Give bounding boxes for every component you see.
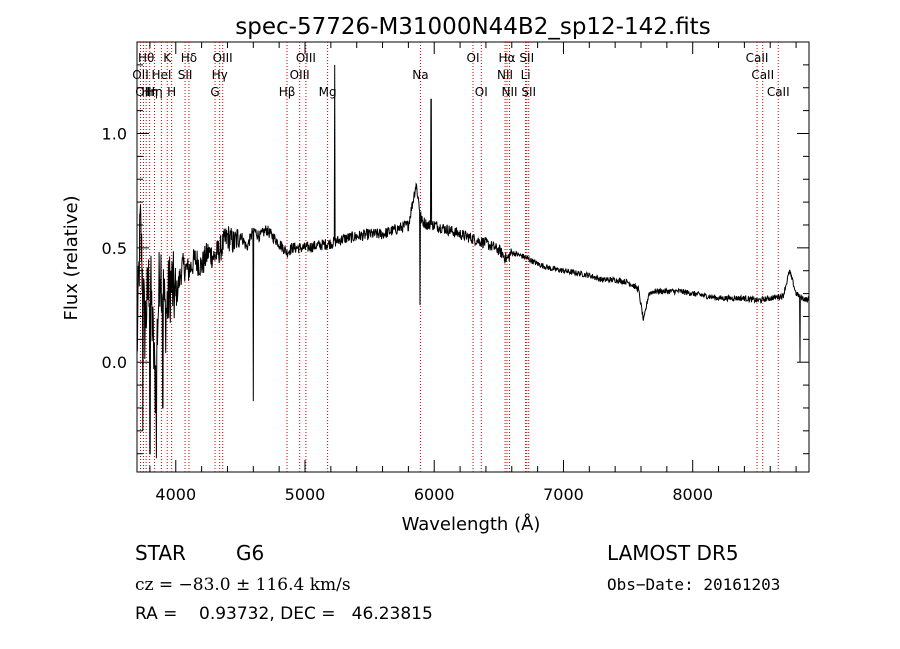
- line-label: NII: [502, 85, 518, 99]
- line-label: OIII: [290, 68, 310, 82]
- spectrum-line: [136, 64, 810, 459]
- line-markers: [139, 42, 779, 472]
- line-label: Hδ: [181, 51, 197, 65]
- line-label: SII: [521, 85, 536, 99]
- line-label: CaII: [746, 51, 769, 65]
- y-axis-label: Flux (relative): [61, 195, 82, 320]
- line-label: OIII: [213, 51, 233, 65]
- y-tick-label: 0.5: [102, 239, 127, 258]
- x-axis-ticks: 4000 5000 6000 7000 8000: [149, 42, 797, 504]
- line-label: OI: [467, 51, 480, 65]
- line-label: OII: [135, 85, 152, 99]
- line-label: G: [210, 85, 219, 99]
- line-label: NII: [497, 68, 513, 82]
- line-label: Mg: [319, 85, 337, 99]
- x-tick-label: 4000: [155, 485, 196, 504]
- survey-label: LAMOST DR5: [607, 541, 739, 565]
- line-label: OI: [475, 85, 488, 99]
- y-tick-label: 1.0: [102, 124, 127, 143]
- line-label: Hθ: [138, 51, 154, 65]
- line-label: Hα: [499, 51, 516, 65]
- series-layer: [136, 64, 810, 459]
- redshift-text: cz = −83.0 ± 116.4 km/s: [135, 575, 351, 595]
- x-tick-label: 7000: [543, 485, 584, 504]
- line-label: K: [163, 51, 172, 65]
- spectral-subclass: G6: [236, 541, 264, 565]
- chart-title: spec-57726-M31000N44B2_sp12-142.fits: [235, 14, 710, 40]
- x-tick-label: 6000: [414, 485, 455, 504]
- ra-dec: RA = 0.93732, DEC = 46.23815: [135, 604, 433, 624]
- line-label: OII: [132, 68, 149, 82]
- line-label: CaII: [751, 68, 774, 82]
- y-axis-ticks: 0.0 0.5 1.0: [102, 64, 809, 455]
- line-label: CaII: [767, 85, 790, 99]
- plot-frame: [136, 41, 810, 473]
- x-tick-label: 5000: [285, 485, 326, 504]
- line-label: SII: [519, 51, 534, 65]
- line-label: Hη: [141, 85, 158, 99]
- line-label: OIII: [296, 51, 316, 65]
- line-label: H: [167, 85, 176, 99]
- spectral-class: STAR: [135, 541, 186, 565]
- line-label: Na: [412, 68, 428, 82]
- line-label: Hη: [146, 85, 163, 99]
- line-label: Hγ: [212, 68, 228, 82]
- obs-date: Obs−Date: 20161203: [607, 575, 780, 594]
- y-tick-label: 0.0: [102, 353, 127, 372]
- x-tick-label: 8000: [672, 485, 713, 504]
- line-label: Hβ: [279, 85, 296, 99]
- line-label: Li: [521, 68, 531, 82]
- line-label: HeI: [151, 68, 171, 82]
- x-axis-label: Wavelength (Å): [402, 513, 541, 535]
- line-label: SII: [178, 68, 193, 82]
